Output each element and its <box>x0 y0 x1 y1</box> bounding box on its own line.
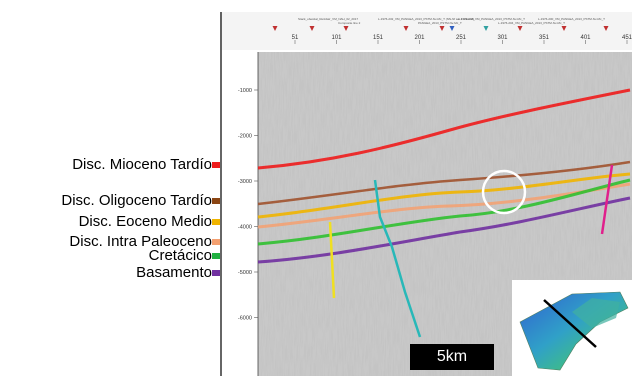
trace-tick-label: 151 <box>373 35 384 41</box>
well-marker-icon <box>603 26 609 31</box>
legend-label: Cretácico <box>148 247 212 264</box>
legend-label: Disc. Oligoceno Tardío <box>61 192 212 209</box>
trace-number-axis: 51 101 151 201 251 301 351 401 451 <box>272 26 632 44</box>
header-info-row: Stack_obesttal_Reizdatr_VM_NAH_02_2017Co… <box>298 17 605 25</box>
trace-tick-label: 251 <box>456 35 467 41</box>
trace-tick-label: 201 <box>414 35 425 41</box>
location-map-inset <box>512 280 632 376</box>
well-marker-icon <box>309 26 315 31</box>
fault-magenta <box>600 164 614 235</box>
legend-label: Disc. Intra Paleoceno <box>69 233 212 250</box>
trace-tick-label: 301 <box>497 35 508 41</box>
well-marker-icon <box>449 26 455 31</box>
depth-axis: -1000 -2000 -3000 -4000 -5000 -6000 <box>238 88 258 322</box>
well-marker-icon <box>403 26 409 31</box>
trace-tick-label: 401 <box>580 35 591 41</box>
header-text: PANGEA_2013_PSTM-Nv-Mc_T <box>418 21 462 25</box>
trace-tick-label: 451 <box>622 35 632 41</box>
horizon-eoceno-medio <box>257 172 631 219</box>
fault-yellow <box>328 221 336 299</box>
well-marker-icon <box>561 26 567 31</box>
well-marker-icon <box>483 26 489 31</box>
legend-label: Disc. Mioceno Tardío <box>72 156 212 173</box>
horizon-lines <box>257 88 631 264</box>
trace-tick-label: 51 <box>292 35 299 41</box>
fault-lines <box>328 164 614 338</box>
horizon-basamento <box>257 196 631 264</box>
depth-tick-label: -1000 <box>238 88 252 94</box>
trace-tick-label: 101 <box>331 35 342 41</box>
depth-tick-label: -5000 <box>238 270 252 276</box>
header-text: Composite line 2 <box>338 21 361 25</box>
header-text: L-1976-232_VM_PANGEA_2013_PSTM-Nv-Mc_T (… <box>378 17 474 21</box>
depth-tick-label: -2000 <box>238 134 252 140</box>
well-marker-icon <box>343 26 349 31</box>
legend-label: Basamento <box>136 264 212 281</box>
horizon-mioceno-tardio <box>257 88 631 170</box>
legend-label: Disc. Eoceno Medio <box>78 213 212 230</box>
scale-bar-label: 5km <box>410 344 494 370</box>
depth-tick-label: -4000 <box>238 225 252 231</box>
header-text: L-1976-204_VM_PANGEA_2013_PSTM-Nv-Mc_T <box>498 21 565 25</box>
seismic-section: Stack_obesttal_Reizdatr_VM_NAH_02_2017Co… <box>220 12 632 376</box>
horizon-oligoceno-tardio <box>257 160 631 206</box>
section-line-on-map <box>543 299 597 348</box>
well-marker-icon <box>272 26 278 31</box>
well-marker-icon <box>517 26 523 31</box>
horizon-cretacico <box>257 178 631 246</box>
header-text: L-1976-208_VM_PANGEA_2013_PSTM-Nv-Mc_T <box>458 17 525 21</box>
highlight-circle <box>481 169 527 215</box>
header-text: L-1976-200_VM_PANGEA_2013_PSTM-Nv-Mc_T <box>538 17 605 21</box>
header-text: Stack_obesttal_Reizdatr_VM_NAH_02_2017 <box>298 17 358 21</box>
fault-cyan <box>373 179 422 338</box>
depth-tick-label: -3000 <box>238 179 252 185</box>
trace-tick-label: 351 <box>539 35 550 41</box>
well-marker-icon <box>439 26 445 31</box>
depth-tick-label: -6000 <box>238 316 252 322</box>
